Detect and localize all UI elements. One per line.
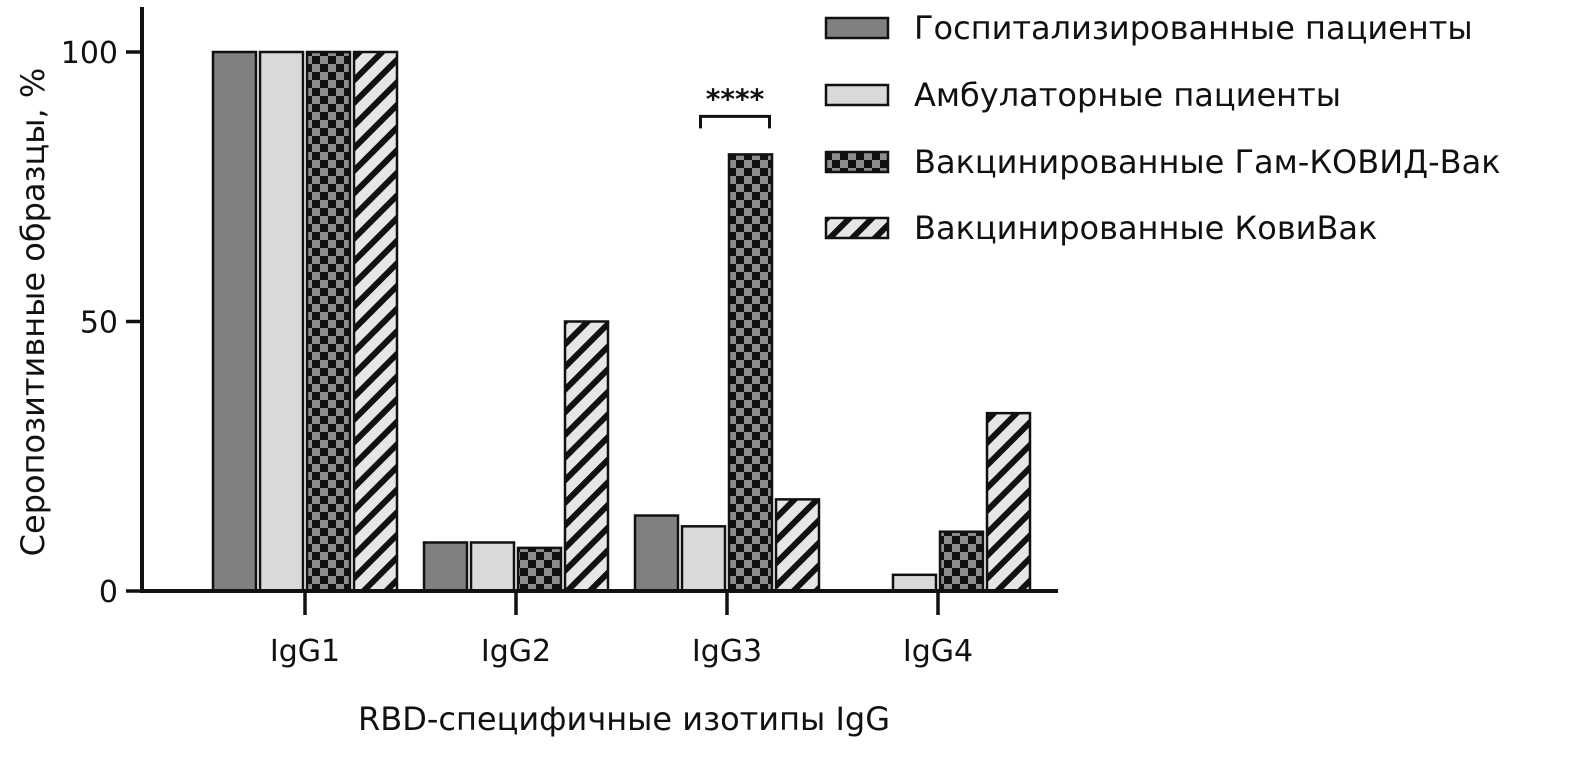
bar-igg3-series-3 [727, 153, 774, 593]
legend-swatch-3 [824, 150, 890, 174]
x-axis-title: RBD-специфичные изотипы IgG [358, 700, 890, 738]
bar-igg1-series-4 [352, 50, 399, 593]
x-tick-label-igg3: IgG3 [692, 634, 762, 669]
significance-label: **** [706, 82, 765, 115]
bar-igg4-series-3 [938, 530, 985, 593]
bar-igg4-series-4 [985, 411, 1032, 593]
y-tick-label-50: 50 [80, 306, 118, 341]
annotations-layer: **** [699, 82, 771, 129]
y-tick-label-0: 0 [99, 575, 118, 610]
bar-igg3-series-4 [774, 498, 821, 593]
legend: Госпитализированные пациенты Амбулаторные… [824, 9, 1501, 247]
y-tick-label-100: 100 [61, 36, 118, 71]
x-tick-label-igg4: IgG4 [903, 634, 973, 669]
bar-igg1-series-3 [305, 50, 352, 593]
bar-igg2-series-1 [422, 541, 469, 593]
bar-igg4-series-2 [891, 573, 938, 593]
bar-igg1-series-1 [211, 50, 258, 593]
legend-swatch-4 [824, 216, 890, 240]
legend-swatch-2 [824, 83, 890, 107]
bar-igg2-series-3 [516, 546, 563, 593]
bar-igg1-series-2 [258, 50, 305, 593]
bar-igg3-series-2 [680, 525, 727, 593]
x-tick-label-igg1: IgG1 [270, 634, 340, 669]
legend-swatch-1 [824, 16, 890, 40]
x-tick-label-igg2: IgG2 [481, 634, 551, 669]
legend-label-3: Вакцинированные Гам-КОВИД-Вак [914, 143, 1501, 181]
legend-label-1: Госпитализированные пациенты [914, 9, 1473, 47]
bars-layer [211, 50, 1032, 593]
significance-bracket [699, 114, 771, 129]
bar-igg2-series-4 [563, 320, 610, 593]
y-axis-title: Серопозитивные образцы, % [14, 68, 52, 557]
axes-layer: 0 50 100 IgG1 IgG2 IgG3 IgG4 [61, 7, 1058, 669]
legend-label-2: Амбулаторные пациенты [914, 76, 1341, 114]
legend-label-4: Вакцинированные КовиВак [914, 209, 1377, 247]
bar-igg3-series-1 [633, 514, 680, 593]
bar-igg2-series-2 [469, 541, 516, 593]
